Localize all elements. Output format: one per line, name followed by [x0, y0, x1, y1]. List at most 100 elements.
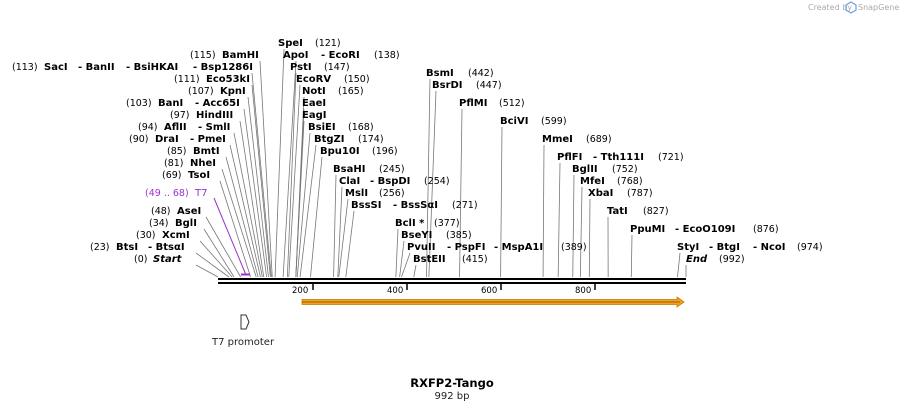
site-label: ClaI — [339, 176, 360, 187]
site-label: PpuMI — [630, 224, 665, 235]
site-label: - MspA1I — [494, 242, 543, 253]
site-label: Bpu10I — [320, 146, 360, 157]
site-leader-line — [338, 198, 349, 278]
site-leader-line — [259, 60, 273, 278]
site-label: AflII — [164, 122, 187, 133]
orf-arrow — [301, 296, 685, 308]
site-label: - BspDI — [370, 176, 410, 187]
site-leader-line — [588, 198, 591, 278]
site-label: SacI — [44, 62, 68, 73]
site-label: MmeI — [542, 134, 573, 145]
site-number: (150) — [344, 74, 370, 85]
site-number: (196) — [372, 146, 398, 157]
site-leader-line — [310, 156, 323, 278]
site-number: (689) — [586, 134, 612, 145]
site-leader-line — [572, 174, 575, 278]
site-leader-line — [282, 60, 297, 278]
site-leader-line — [413, 264, 417, 278]
site-label: - Acc65I — [195, 98, 240, 109]
tick-label-800: 800 — [575, 286, 591, 296]
tick-label-400: 400 — [387, 286, 403, 296]
site-label: Start — [153, 254, 183, 265]
site-label: - EcoO109I — [675, 224, 735, 235]
site-number: (121) — [315, 38, 341, 49]
site-number: (147) — [324, 62, 350, 73]
site-label: XbaI — [588, 188, 613, 199]
site-label: PvuII — [407, 242, 435, 253]
site-label: BstEII — [413, 254, 446, 265]
site-label: BanI — [158, 98, 183, 109]
site-leader-line — [345, 210, 355, 278]
site-leader-line — [221, 168, 257, 278]
site-number: (389) — [561, 242, 587, 253]
snapgene-logo-icon — [845, 1, 857, 14]
site-label: - PspFI — [447, 242, 485, 253]
site-label: BsaHI — [333, 164, 365, 175]
site-label: - BsiHKAI — [126, 62, 178, 73]
site-number: (103) — [126, 98, 152, 109]
site-leader-line — [426, 78, 431, 278]
site-number: (876) — [753, 224, 779, 235]
site-label: BglI — [175, 218, 197, 229]
site-number: (113) — [12, 62, 38, 73]
site-label: TsoI — [188, 170, 210, 181]
site-number: (90) — [129, 134, 149, 145]
site-number: (107) — [188, 86, 214, 97]
site-leader-line — [233, 132, 263, 278]
site-label: - Bsp1286I — [193, 62, 253, 73]
site-label: BtsI — [116, 242, 138, 253]
site-number: (94) — [138, 122, 158, 133]
site-label: TatI — [607, 206, 628, 217]
ruler: 200 400 600 800 — [292, 284, 596, 296]
site-leader-line — [203, 228, 235, 278]
sequence-backbone — [218, 278, 686, 284]
site-label: AseI — [177, 206, 201, 217]
site-leader-line — [677, 252, 681, 278]
site-label: - BssSαI — [393, 200, 438, 211]
site-number: (442) — [468, 68, 494, 79]
site-label: PflMI — [459, 98, 487, 109]
site-label: StyI — [677, 242, 699, 253]
site-label: BclI * — [395, 218, 425, 229]
site-leader-line — [333, 174, 337, 278]
site-label: BglII — [572, 164, 598, 175]
site-leader-line — [557, 162, 561, 278]
t7-leader-line — [213, 197, 247, 275]
site-leader-line — [428, 90, 437, 278]
site-leader-line — [195, 264, 219, 278]
site-label: BsrDI — [432, 80, 463, 91]
site-label: HindIII — [196, 110, 233, 121]
site-label: - BtgI — [709, 242, 740, 253]
site-label: - PmeI — [190, 134, 226, 145]
site-number: (271) — [452, 200, 478, 211]
site-leader-line — [225, 156, 259, 278]
site-number: (512) — [499, 98, 525, 109]
site-number: (385) — [446, 230, 472, 241]
site-label: PstI — [290, 62, 312, 73]
site-number: (115) — [190, 50, 216, 61]
t7-label: T7 — [194, 188, 207, 199]
tick-label-200: 200 — [292, 286, 308, 296]
site-label: BsiEI — [308, 122, 336, 133]
site-leader-line — [459, 108, 463, 278]
construct-length: 992 bp — [435, 391, 470, 402]
site-label: BsmI — [426, 68, 454, 79]
site-label: BssSI — [351, 200, 381, 211]
site-number: (377) — [434, 218, 460, 229]
site-leader-line — [500, 126, 503, 278]
site-labels-middle: BsaHI (245) ClaI - BspDI (254) MslI (256… — [333, 164, 587, 265]
site-number: (787) — [627, 188, 653, 199]
site-leader-line — [296, 132, 311, 278]
site-leader-line — [630, 234, 633, 278]
site-label: PflFI — [557, 152, 582, 163]
site-label: BamHI — [222, 50, 259, 61]
site-leader-line — [299, 144, 317, 278]
site-number: (992) — [719, 254, 745, 265]
site-leader-line — [239, 120, 265, 278]
site-leader-line — [251, 72, 272, 278]
site-leader-line — [295, 120, 305, 278]
t7-range: (49 .. 68) — [145, 188, 189, 199]
site-label: XcmI — [162, 230, 190, 241]
site-number: (254) — [424, 176, 450, 187]
